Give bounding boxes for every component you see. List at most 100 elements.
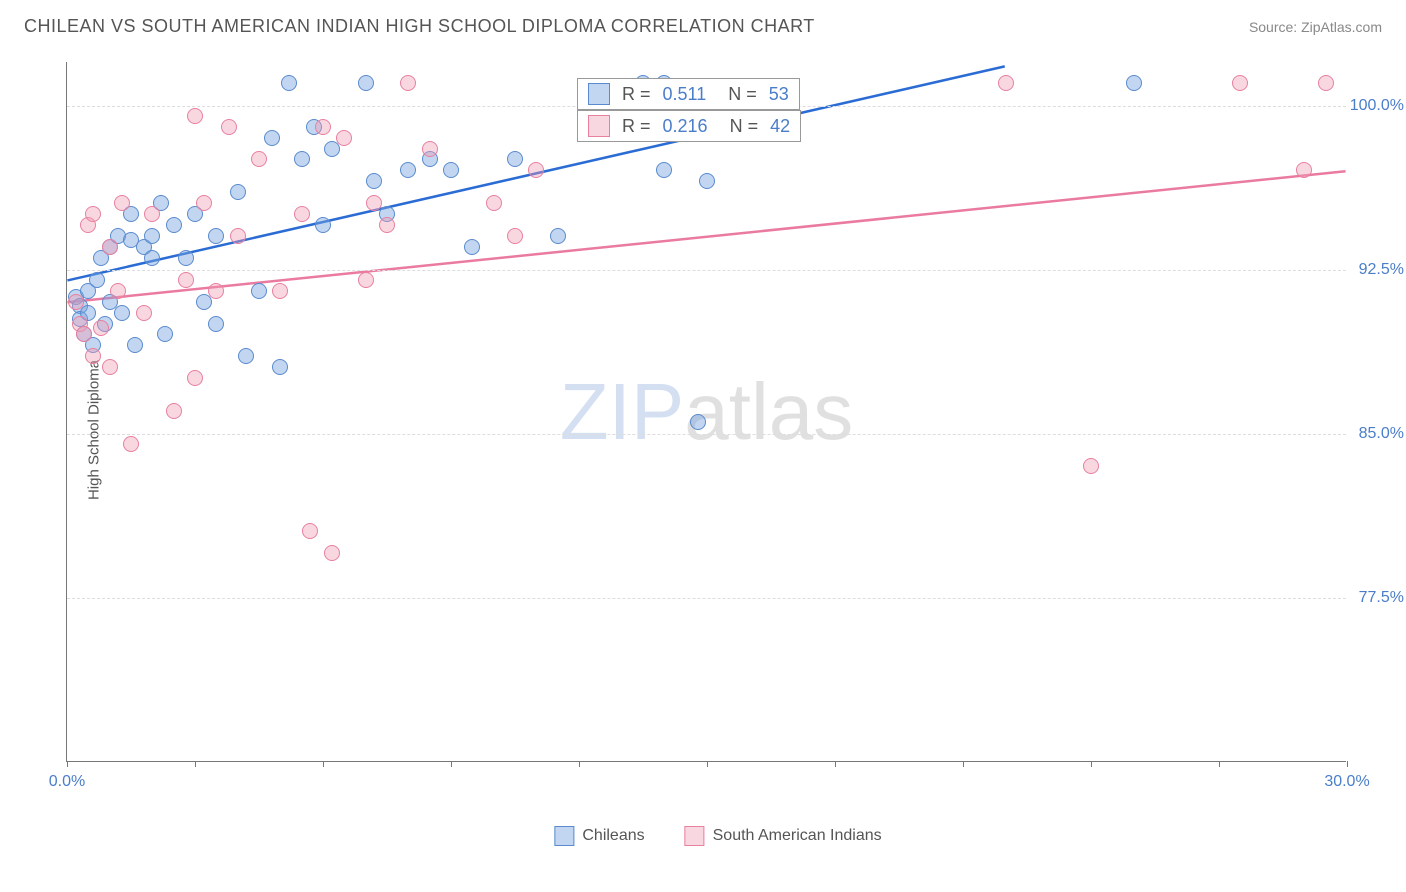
data-point bbox=[187, 108, 203, 124]
x-tick bbox=[835, 761, 836, 767]
data-point bbox=[272, 359, 288, 375]
data-point bbox=[208, 283, 224, 299]
x-tick bbox=[67, 761, 68, 767]
data-point bbox=[422, 141, 438, 157]
legend-item-chileans: Chileans bbox=[554, 826, 644, 846]
data-point bbox=[68, 294, 84, 310]
data-point bbox=[85, 348, 101, 364]
data-point bbox=[178, 250, 194, 266]
data-point bbox=[315, 217, 331, 233]
data-point bbox=[123, 436, 139, 452]
data-point bbox=[358, 272, 374, 288]
legend-label-sai: South American Indians bbox=[713, 827, 882, 845]
data-point bbox=[85, 206, 101, 222]
data-point bbox=[110, 283, 126, 299]
data-point bbox=[1126, 75, 1142, 91]
plot-area: ZIPatlas 77.5%85.0%92.5%100.0%0.0%30.0%R… bbox=[66, 62, 1346, 762]
stats-r-label: R = bbox=[622, 116, 651, 137]
data-point bbox=[486, 195, 502, 211]
data-point bbox=[528, 162, 544, 178]
watermark-atlas: atlas bbox=[684, 367, 853, 456]
data-point bbox=[208, 316, 224, 332]
data-point bbox=[998, 75, 1014, 91]
legend: Chileans South American Indians bbox=[554, 826, 881, 846]
y-tick-label: 85.0% bbox=[1359, 425, 1404, 443]
data-point bbox=[89, 272, 105, 288]
data-point bbox=[272, 283, 288, 299]
data-point bbox=[656, 162, 672, 178]
chart-area: High School Diploma ZIPatlas 77.5%85.0%9… bbox=[48, 50, 1388, 810]
y-tick-label: 92.5% bbox=[1359, 261, 1404, 279]
data-point bbox=[251, 283, 267, 299]
data-point bbox=[178, 272, 194, 288]
x-tick bbox=[323, 761, 324, 767]
data-point bbox=[238, 348, 254, 364]
chart-title: CHILEAN VS SOUTH AMERICAN INDIAN HIGH SC… bbox=[24, 16, 815, 37]
data-point bbox=[507, 228, 523, 244]
data-point bbox=[144, 250, 160, 266]
data-point bbox=[127, 337, 143, 353]
source-text: Source: ZipAtlas.com bbox=[1249, 19, 1382, 35]
data-point bbox=[400, 75, 416, 91]
data-point bbox=[550, 228, 566, 244]
data-point bbox=[166, 403, 182, 419]
stats-box: R = 0.216 N = 42 bbox=[577, 110, 801, 142]
data-point bbox=[699, 173, 715, 189]
data-point bbox=[1232, 75, 1248, 91]
y-tick-label: 100.0% bbox=[1350, 97, 1404, 115]
data-point bbox=[294, 151, 310, 167]
stats-r-label: R = bbox=[622, 84, 651, 105]
data-point bbox=[114, 195, 130, 211]
data-point bbox=[507, 151, 523, 167]
watermark: ZIPatlas bbox=[560, 366, 853, 458]
x-tick bbox=[579, 761, 580, 767]
x-tick bbox=[963, 761, 964, 767]
data-point bbox=[366, 195, 382, 211]
stats-n-label: N = bbox=[720, 116, 759, 137]
data-point bbox=[196, 195, 212, 211]
data-point bbox=[251, 151, 267, 167]
x-tick-label: 0.0% bbox=[49, 773, 85, 791]
stats-swatch bbox=[588, 115, 610, 137]
y-tick-label: 77.5% bbox=[1359, 589, 1404, 607]
data-point bbox=[1318, 75, 1334, 91]
x-tick bbox=[1091, 761, 1092, 767]
x-tick-label: 30.0% bbox=[1324, 773, 1369, 791]
data-point bbox=[230, 184, 246, 200]
x-tick bbox=[1219, 761, 1220, 767]
data-point bbox=[324, 545, 340, 561]
gridline bbox=[67, 270, 1346, 271]
watermark-zip: ZIP bbox=[560, 367, 684, 456]
legend-item-sai: South American Indians bbox=[685, 826, 882, 846]
data-point bbox=[264, 130, 280, 146]
data-point bbox=[379, 217, 395, 233]
data-point bbox=[366, 173, 382, 189]
x-tick bbox=[195, 761, 196, 767]
gridline bbox=[67, 434, 1346, 435]
data-point bbox=[136, 305, 152, 321]
data-point bbox=[324, 141, 340, 157]
data-point bbox=[1083, 458, 1099, 474]
data-point bbox=[187, 370, 203, 386]
data-point bbox=[196, 294, 212, 310]
data-point bbox=[144, 228, 160, 244]
data-point bbox=[690, 414, 706, 430]
data-point bbox=[315, 119, 331, 135]
data-point bbox=[102, 239, 118, 255]
data-point bbox=[221, 119, 237, 135]
gridline bbox=[67, 598, 1346, 599]
data-point bbox=[208, 228, 224, 244]
data-point bbox=[76, 326, 92, 342]
x-tick bbox=[1347, 761, 1348, 767]
data-point bbox=[443, 162, 459, 178]
data-point bbox=[166, 217, 182, 233]
data-point bbox=[157, 326, 173, 342]
legend-swatch-chileans bbox=[554, 826, 574, 846]
data-point bbox=[336, 130, 352, 146]
stats-n-value: 53 bbox=[769, 84, 789, 105]
stats-swatch bbox=[588, 83, 610, 105]
chart-header: CHILEAN VS SOUTH AMERICAN INDIAN HIGH SC… bbox=[0, 0, 1406, 45]
stats-n-label: N = bbox=[718, 84, 757, 105]
data-point bbox=[144, 206, 160, 222]
stats-box: R = 0.511 N = 53 bbox=[577, 78, 800, 110]
